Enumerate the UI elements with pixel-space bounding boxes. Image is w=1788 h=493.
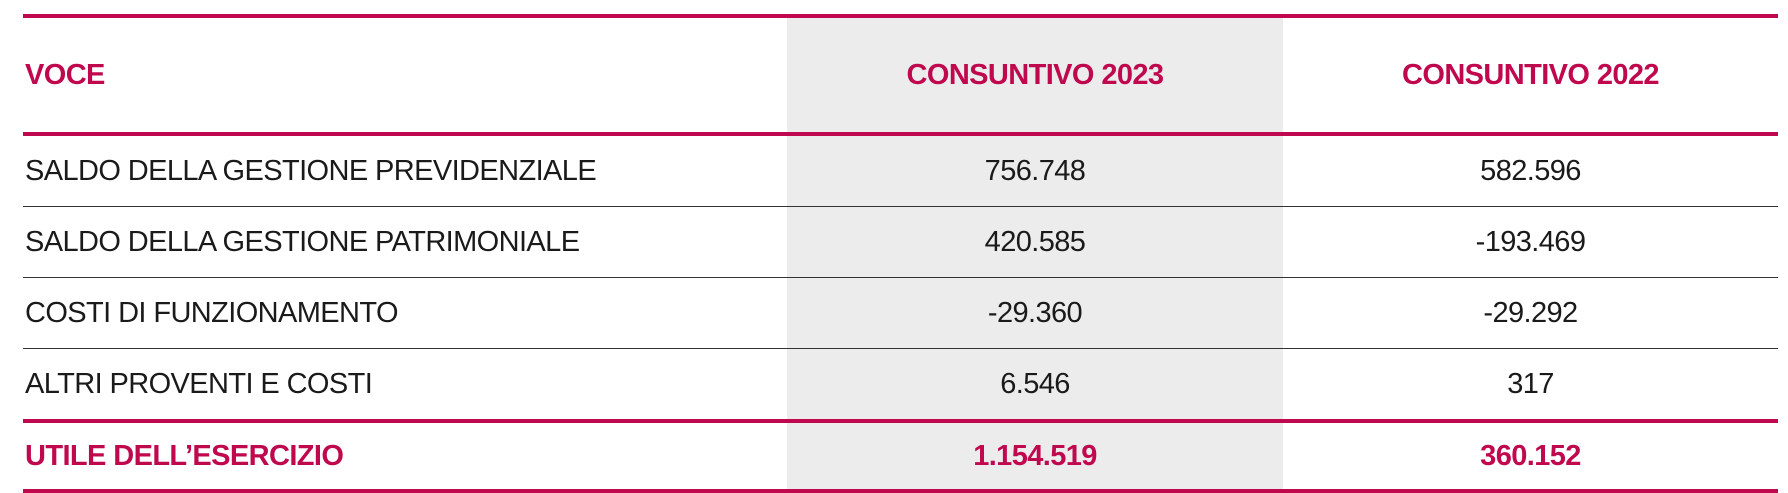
header-row: VOCE CONSUNTIVO 2023 CONSUNTIVO 2022 — [23, 14, 1778, 136]
data-row: COSTI DI FUNZIONAMENTO -29.360 -29.292 — [23, 277, 1778, 349]
table-container: VOCE CONSUNTIVO 2023 CONSUNTIVO 2022 SALDO … — [23, 14, 1778, 493]
cell-value: 360.152 — [1283, 421, 1778, 493]
column-header: VOCE — [23, 14, 787, 136]
data-row: ALTRI PROVENTI E COSTI 6.546 317 — [23, 348, 1778, 423]
cell-value: -29.360 — [787, 277, 1283, 349]
cell-value: -193.469 — [1283, 206, 1778, 278]
column-header: CONSUNTIVO 2023 — [787, 14, 1283, 136]
total-row: UTILE DELL’ESERCIZIO 1.154.519 360.152 — [23, 421, 1778, 493]
results-table: VOCE CONSUNTIVO 2023 CONSUNTIVO 2022 SALDO … — [23, 14, 1778, 493]
cell-value: 756.748 — [787, 134, 1283, 207]
cell-value: -29.292 — [1283, 277, 1778, 349]
row-label: ALTRI PROVENTI E COSTI — [23, 348, 787, 423]
cell-value: 317 — [1283, 348, 1778, 423]
cell-value: 420.585 — [787, 206, 1283, 278]
row-label: UTILE DELL’ESERCIZIO — [23, 421, 787, 493]
row-label: SALDO DELLA GESTIONE PREVIDENZIALE — [23, 134, 787, 207]
row-label: SALDO DELLA GESTIONE PATRIMONIALE — [23, 206, 787, 278]
row-label: COSTI DI FUNZIONAMENTO — [23, 277, 787, 349]
data-row: SALDO DELLA GESTIONE PREVIDENZIALE 756.74… — [23, 134, 1778, 207]
data-row: SALDO DELLA GESTIONE PATRIMONIALE 420.585… — [23, 206, 1778, 278]
cell-value: 1.154.519 — [787, 421, 1283, 493]
cell-value: 582.596 — [1283, 134, 1778, 207]
cell-value: 6.546 — [787, 348, 1283, 423]
column-header: CONSUNTIVO 2022 — [1283, 14, 1778, 136]
